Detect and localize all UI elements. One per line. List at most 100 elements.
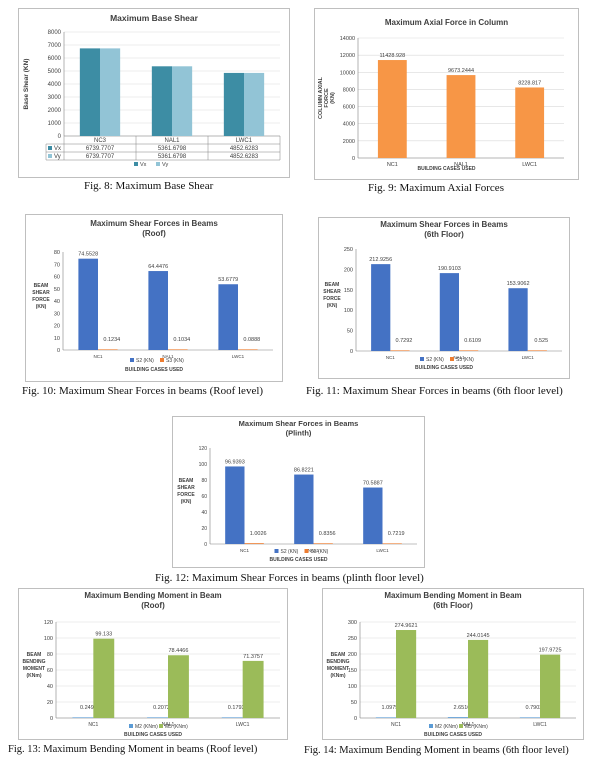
y-tick-label: 250 bbox=[344, 247, 353, 253]
bar bbox=[515, 87, 545, 158]
y-axis-label-line: FORCE bbox=[324, 88, 330, 108]
chart-shear-roof: Maximum Shear Forces in Beams(Roof) 0 10 20… bbox=[25, 214, 283, 382]
data-label: 1.0026 bbox=[250, 531, 267, 537]
bar bbox=[244, 543, 264, 544]
x-tick-label: NC1 bbox=[386, 355, 395, 360]
y-axis-label-word: MOMENT bbox=[327, 666, 349, 672]
table-series-name: Vx bbox=[54, 146, 61, 152]
data-label: 0.2072 bbox=[153, 705, 170, 711]
legend-key bbox=[129, 724, 133, 728]
bar bbox=[98, 349, 118, 350]
x-tick-label: LWC1 bbox=[522, 162, 537, 168]
y-tick-label: 100 bbox=[44, 636, 53, 642]
x-tick-label: LWC1 bbox=[236, 138, 253, 144]
table-legend-key bbox=[48, 154, 52, 158]
y-tick-label: 80 bbox=[47, 652, 53, 658]
y-tick-label: 2000 bbox=[343, 139, 355, 145]
caption-fig-11-text: Fig. 11: Maximum Shear Forces in beams (… bbox=[306, 385, 563, 397]
y-tick-label: 4000 bbox=[48, 82, 62, 88]
bar bbox=[371, 264, 391, 351]
bar bbox=[242, 660, 264, 718]
data-label: 197.9725 bbox=[539, 648, 562, 654]
data-label: 99.133 bbox=[95, 632, 112, 638]
table-cell: 5361.6798 bbox=[158, 154, 187, 160]
data-label: 64.4476 bbox=[148, 264, 168, 270]
y-tick-label: 40 bbox=[54, 299, 60, 305]
data-label: 53.6779 bbox=[218, 277, 238, 283]
bar bbox=[78, 258, 98, 350]
x-tick-label: LWC1 bbox=[533, 722, 547, 728]
data-label: 0.249 bbox=[80, 705, 94, 711]
caption-fig-9: Fig. 9: Maximum Axial Forces bbox=[368, 182, 504, 194]
bar bbox=[100, 48, 121, 136]
data-label: 1.0975 bbox=[382, 705, 399, 711]
table-cell: 4852.6283 bbox=[230, 154, 259, 160]
x-axis-label: BUILDING CASES USED bbox=[269, 557, 327, 563]
x-tick-label: NAL1 bbox=[453, 355, 465, 360]
y-tick-label: 40 bbox=[47, 684, 53, 690]
y-axis-label-word: SHEAR bbox=[32, 290, 50, 296]
legend-key bbox=[420, 357, 424, 361]
caption-fig-8: Fig. 8: Maximum Base Shear bbox=[84, 180, 214, 192]
bar bbox=[377, 60, 407, 158]
data-label: 74.5528 bbox=[78, 252, 98, 258]
y-tick-label: 0 bbox=[204, 542, 207, 548]
y-tick-label: 50 bbox=[351, 700, 357, 706]
bar bbox=[396, 630, 417, 718]
chart-base-shear: Maximum Base Shear 0 1000 2000 3000 4000 5000 6… bbox=[18, 8, 290, 178]
x-tick-label: NC1 bbox=[391, 722, 401, 728]
x-tick-label: NC1 bbox=[240, 548, 249, 553]
bar bbox=[72, 717, 94, 718]
legend-label: S3 (KN) bbox=[311, 549, 329, 555]
bar bbox=[172, 66, 193, 136]
bar bbox=[223, 72, 244, 136]
x-tick-label: LWC1 bbox=[236, 722, 250, 728]
data-label: 0.1034 bbox=[173, 337, 190, 343]
y-axis-label-word: MOMENT bbox=[23, 666, 45, 672]
chart-shear-plinth: Maximum Shear Forces in Beams(Plinth) 0 20… bbox=[172, 416, 425, 568]
data-label: 86.8221 bbox=[294, 468, 314, 474]
y-axis-label-line: (KN) bbox=[330, 92, 336, 104]
x-tick-label: LWC1 bbox=[376, 548, 389, 553]
y-tick-label: 20 bbox=[47, 700, 53, 706]
y-tick-label: 40 bbox=[201, 510, 207, 516]
legend-key bbox=[130, 358, 134, 362]
y-tick-label: 6000 bbox=[343, 105, 355, 111]
figure-14: Maximum Bending Moment in Beam (6th Floor… bbox=[322, 588, 584, 740]
bar bbox=[238, 349, 258, 350]
x-tick-label: NAL1 bbox=[462, 722, 475, 728]
caption-fig-13: Fig. 13: Maximum Bending Moment in beams… bbox=[8, 744, 258, 755]
figure-9: Maximum Axial Force in Column 0 2000 4000 60… bbox=[314, 8, 579, 180]
y-tick-label: 0 bbox=[57, 348, 60, 354]
data-label: 0.1234 bbox=[103, 337, 120, 343]
bar bbox=[519, 717, 540, 718]
y-axis-label-word: (KNm) bbox=[331, 673, 346, 679]
x-tick-label: LWC1 bbox=[522, 355, 535, 360]
y-tick-label: 6000 bbox=[48, 56, 62, 62]
data-label: 0.525 bbox=[534, 338, 548, 344]
y-tick-label: 5000 bbox=[48, 69, 62, 75]
y-tick-label: 10000 bbox=[340, 70, 355, 76]
legend-key bbox=[160, 358, 164, 362]
y-tick-label: 150 bbox=[348, 668, 357, 674]
bar bbox=[375, 717, 396, 718]
chart-shear-6th-floor: Maximum Shear Forces in Beams(6th Floor)… bbox=[318, 217, 570, 379]
data-label: 0.8356 bbox=[319, 531, 336, 537]
chart-bending-6th-floor: Maximum Bending Moment in Beam(6th Floor… bbox=[322, 588, 584, 740]
y-axis-label-word: (KNm) bbox=[27, 673, 42, 679]
y-axis-label-word: FORCE bbox=[323, 296, 341, 302]
y-tick-label: 14000 bbox=[340, 36, 355, 42]
data-label: 190.9103 bbox=[438, 266, 461, 272]
chart-title: Maximum Shear Forces in Beams bbox=[90, 219, 218, 228]
x-tick-label: LWC1 bbox=[232, 354, 245, 359]
bar bbox=[468, 639, 489, 718]
bar bbox=[390, 350, 410, 351]
y-axis-label-word: BEAM bbox=[325, 282, 340, 288]
bar bbox=[446, 75, 476, 158]
x-tick-label: NC1 bbox=[88, 722, 98, 728]
legend-label: S2 (KN) bbox=[426, 357, 444, 363]
bar bbox=[382, 543, 402, 544]
x-tick-label: NAL1 bbox=[162, 722, 175, 728]
y-tick-label: 12000 bbox=[340, 53, 355, 59]
bar bbox=[168, 655, 189, 718]
